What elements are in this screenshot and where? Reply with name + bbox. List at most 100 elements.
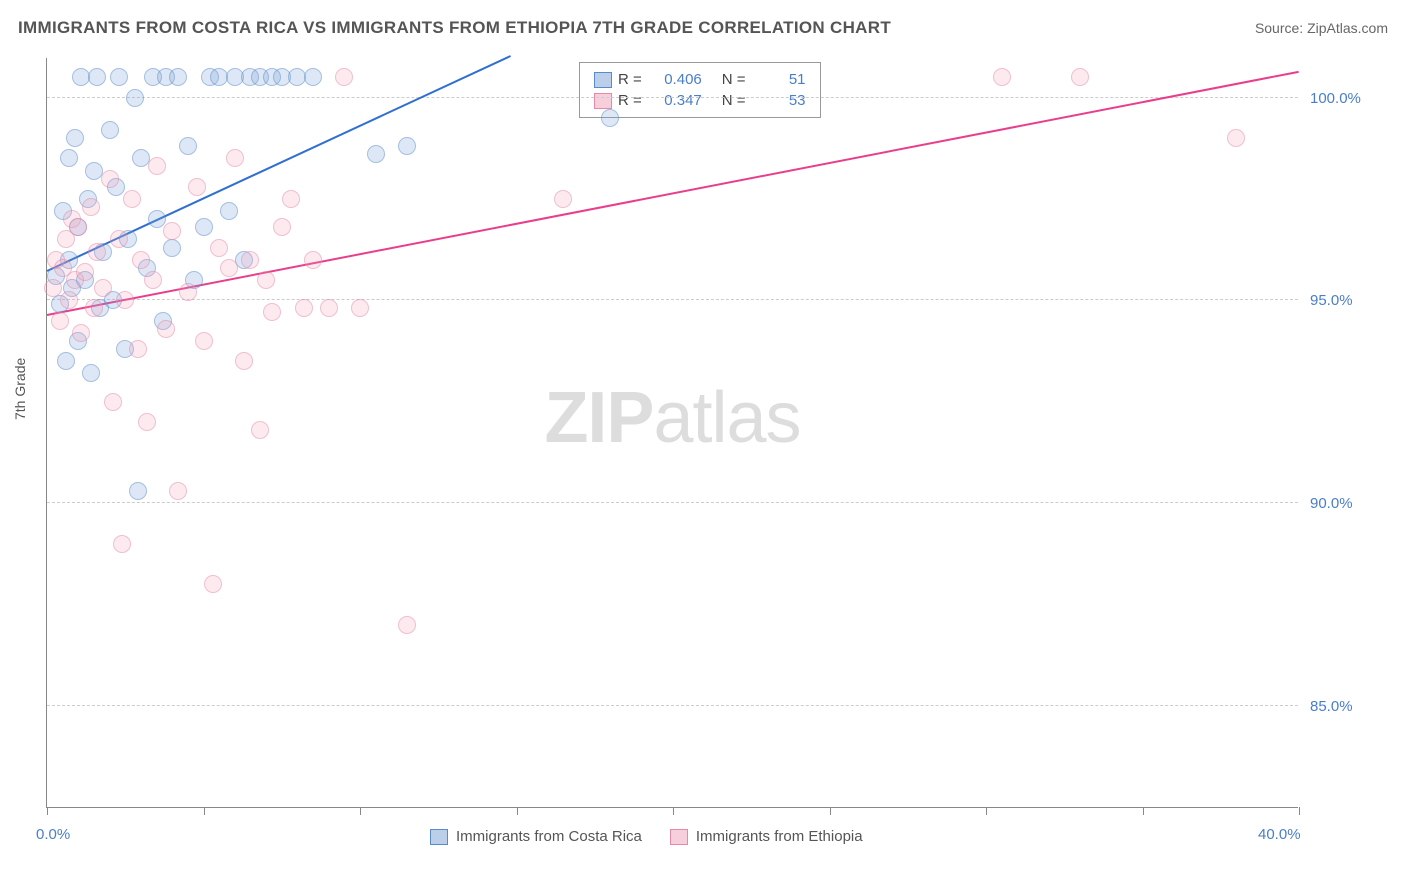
legend-item: Immigrants from Ethiopia [670,828,863,845]
data-point [126,89,144,107]
data-point [69,218,87,236]
data-point [304,68,322,86]
data-point [195,218,213,236]
chart-title: IMMIGRANTS FROM COSTA RICA VS IMMIGRANTS… [18,18,891,38]
x-tick [517,807,518,815]
data-point [179,283,197,301]
data-point [85,299,103,317]
x-tick [47,807,48,815]
data-point [76,263,94,281]
data-point [94,279,112,297]
data-point [398,137,416,155]
data-point [220,259,238,277]
data-point [110,230,128,248]
data-point [51,312,69,330]
data-point [101,121,119,139]
gridline [47,705,1298,706]
data-point [132,251,150,269]
x-tick [830,807,831,815]
x-tick [1143,807,1144,815]
data-point [251,421,269,439]
y-tick-label: 85.0% [1310,698,1353,715]
legend-swatch [670,829,688,845]
x-tick [1299,807,1300,815]
data-point [60,291,78,309]
x-tick [360,807,361,815]
y-tick-label: 90.0% [1310,495,1353,512]
gridline [47,502,1298,503]
data-point [257,271,275,289]
data-point [88,68,106,86]
data-point [82,198,100,216]
data-point [263,303,281,321]
data-point [57,352,75,370]
data-point [220,202,238,220]
scatter-plot: ZIPatlas R =0.406N =51R =0.347N =53 [46,58,1298,808]
data-point [367,145,385,163]
data-point [204,575,222,593]
x-tick-label: 0.0% [36,826,70,843]
data-point [101,170,119,188]
data-point [144,271,162,289]
data-point [1227,129,1245,147]
data-point [273,218,291,236]
data-point [123,190,141,208]
data-point [188,178,206,196]
data-point [351,299,369,317]
data-point [295,299,313,317]
data-point [148,210,166,228]
data-point [282,190,300,208]
x-tick [204,807,205,815]
data-point [116,291,134,309]
data-point [163,239,181,257]
series-legend: Immigrants from Costa Rica Immigrants fro… [430,828,863,845]
y-axis-label: 7th Grade [12,358,28,420]
data-point [88,243,106,261]
data-point [335,68,353,86]
data-point [157,320,175,338]
stats-legend-row: R =0.347N =53 [594,90,806,111]
data-point [110,68,128,86]
data-point [1071,68,1089,86]
data-point [226,149,244,167]
data-point [129,340,147,358]
data-point [104,393,122,411]
gridline [47,299,1298,300]
data-point [320,299,338,317]
data-point [169,68,187,86]
data-point [179,137,197,155]
data-point [169,482,187,500]
x-tick [673,807,674,815]
x-tick [986,807,987,815]
y-tick-label: 95.0% [1310,292,1353,309]
data-point [60,149,78,167]
data-point [66,129,84,147]
data-point [113,535,131,553]
y-tick-label: 100.0% [1310,90,1361,107]
stats-legend-row: R =0.406N =51 [594,69,806,90]
legend-swatch [594,93,612,109]
data-point [398,616,416,634]
data-point [235,352,253,370]
data-point [241,251,259,269]
data-point [304,251,322,269]
x-tick-label: 40.0% [1258,826,1301,843]
legend-swatch [594,72,612,88]
legend-swatch [430,829,448,845]
data-point [82,364,100,382]
watermark: ZIPatlas [544,377,800,459]
data-point [138,413,156,431]
data-point [72,324,90,342]
data-point [210,239,228,257]
data-point [993,68,1011,86]
data-point [195,332,213,350]
data-point [44,279,62,297]
gridline [47,97,1298,98]
data-point [129,482,147,500]
data-point [163,222,181,240]
source-attribution: Source: ZipAtlas.com [1255,20,1388,36]
legend-item: Immigrants from Costa Rica [430,828,642,845]
data-point [601,109,619,127]
data-point [148,157,166,175]
data-point [554,190,572,208]
